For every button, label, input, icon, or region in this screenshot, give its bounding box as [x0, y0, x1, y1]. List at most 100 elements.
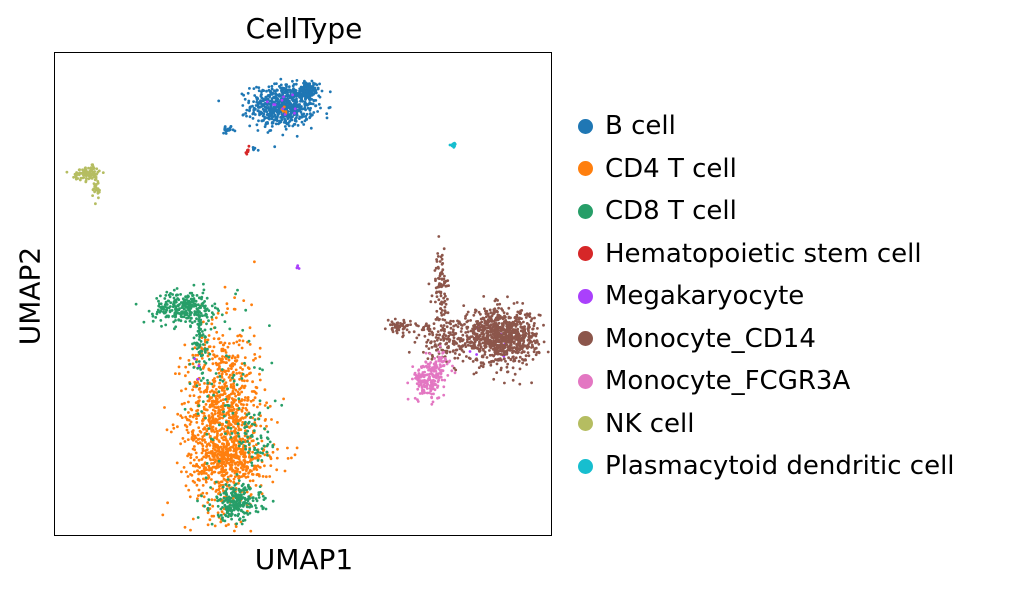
data-point: [180, 389, 183, 393]
data-point: [465, 334, 469, 338]
data-point: [195, 483, 199, 487]
data-point: [220, 347, 224, 351]
data-point: [169, 430, 173, 434]
data-point: [236, 422, 240, 426]
data-point: [241, 437, 245, 441]
data-point: [198, 437, 201, 441]
data-point: [517, 350, 520, 354]
data-point: [196, 516, 200, 519]
data-point: [406, 381, 410, 385]
data-point: [180, 315, 184, 319]
data-point: [263, 427, 266, 431]
data-point: [430, 381, 433, 385]
data-point: [219, 393, 223, 397]
data-point: [171, 315, 175, 318]
data-point: [173, 327, 176, 331]
data-point: [294, 82, 298, 86]
data-point: [242, 492, 246, 496]
data-point: [244, 420, 247, 424]
legend-label: Hematopoietic stem cell: [605, 238, 922, 269]
data-point: [221, 470, 225, 474]
data-point: [256, 97, 260, 101]
data-point: [227, 393, 231, 397]
data-point: [295, 113, 298, 117]
data-point: [492, 339, 495, 342]
data-point: [184, 387, 188, 391]
data-point: [443, 305, 447, 309]
data-point: [196, 353, 200, 357]
data-point: [184, 305, 188, 309]
data-point: [255, 473, 259, 477]
data-point: [233, 529, 236, 533]
data-point: [425, 391, 429, 395]
data-point: [231, 469, 234, 473]
legend-item: B cell: [578, 105, 955, 148]
data-point: [438, 333, 442, 337]
data-point: [206, 523, 210, 527]
data-point: [225, 496, 229, 500]
data-point: [260, 439, 264, 443]
data-point: [436, 384, 440, 388]
data-point: [230, 367, 233, 370]
data-point: [207, 451, 210, 454]
data-point: [191, 431, 195, 435]
data-point: [237, 444, 241, 448]
data-point: [253, 448, 256, 451]
data-point: [407, 350, 411, 354]
data-point: [151, 312, 154, 316]
data-point: [300, 97, 304, 101]
data-point: [524, 334, 527, 337]
legend-label: Monocyte_FCGR3A: [605, 366, 851, 397]
data-point: [222, 500, 226, 503]
data-point: [191, 517, 195, 521]
data-point: [238, 437, 242, 441]
data-point: [211, 418, 215, 422]
legend-marker: [578, 373, 593, 389]
legend-item: Megakaryocyte: [578, 275, 955, 318]
data-point: [221, 506, 224, 509]
data-point: [206, 454, 210, 458]
data-point: [430, 395, 433, 399]
data-point: [82, 173, 85, 177]
data-point: [90, 177, 94, 180]
data-point: [530, 343, 534, 347]
data-point: [218, 484, 221, 488]
data-point: [250, 461, 254, 465]
data-point: [196, 309, 200, 312]
data-point: [222, 401, 225, 405]
data-point: [492, 333, 496, 337]
data-point: [452, 324, 456, 328]
data-point: [262, 89, 266, 92]
data-point: [257, 89, 261, 93]
data-point: [208, 422, 212, 425]
data-point: [239, 418, 242, 422]
data-point: [513, 335, 517, 339]
data-point: [201, 314, 205, 317]
data-point: [203, 300, 207, 303]
data-point: [489, 311, 493, 315]
data-point: [252, 106, 256, 110]
data-point: [257, 413, 261, 416]
data-point: [243, 511, 246, 515]
data-point: [434, 336, 438, 339]
data-point: [203, 305, 207, 309]
data-point: [206, 399, 210, 403]
data-point: [440, 302, 444, 306]
data-point: [449, 326, 453, 330]
data-point: [312, 111, 316, 114]
data-point: [416, 387, 420, 391]
data-point: [216, 411, 220, 415]
data-point: [266, 121, 269, 124]
data-point: [187, 359, 191, 362]
data-point: [497, 328, 500, 332]
data-point: [247, 99, 251, 103]
data-point: [218, 413, 222, 416]
data-point: [241, 368, 245, 371]
data-point: [300, 95, 304, 99]
data-point: [303, 102, 307, 106]
data-point: [450, 369, 454, 373]
data-point: [251, 479, 255, 483]
data-point: [196, 412, 200, 415]
data-point: [266, 406, 270, 410]
data-point: [428, 375, 431, 379]
